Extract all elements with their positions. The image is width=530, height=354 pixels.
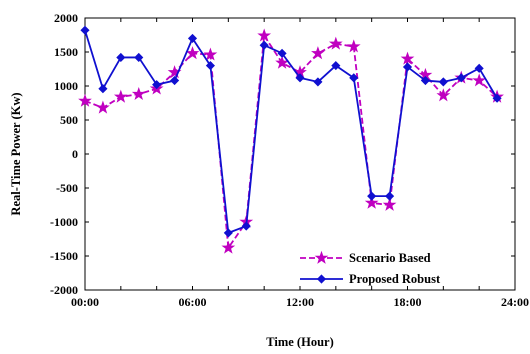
data-point-proposed-robust (170, 75, 180, 86)
y-axis-title: Real-Time Power (Kw) (9, 92, 23, 215)
data-point-proposed-robust (313, 77, 323, 87)
legend-label-proposed-robust: Proposed Robust (349, 272, 441, 286)
data-point-scenario-based (275, 55, 289, 69)
data-point-scenario-based (472, 73, 487, 87)
y-tick-label: 0 (72, 147, 78, 161)
data-point-proposed-robust (116, 52, 126, 63)
legend-swatch-marker (316, 274, 327, 284)
legend-entry-proposed-robust: Proposed Robust (300, 272, 441, 286)
y-tick-label: -500 (56, 181, 78, 195)
data-point-proposed-robust (277, 48, 287, 58)
plot-area (84, 17, 516, 291)
data-point-proposed-robust (80, 25, 90, 35)
data-point-scenario-based (328, 36, 343, 50)
x-tick-label: 12:00 (286, 295, 314, 309)
y-tick-label: -2000 (50, 283, 78, 297)
y-axis: 2000 1500 1000 500 0 -500 -1000 -1500 -2000 (50, 11, 515, 297)
data-point-scenario-based (257, 28, 272, 42)
data-point-proposed-robust (474, 63, 484, 73)
data-point-proposed-robust (385, 191, 395, 201)
data-point-proposed-robust (223, 228, 233, 238)
data-point-scenario-based (400, 51, 415, 65)
y-tick-label: 1500 (54, 45, 78, 59)
legend-swatch-marker (314, 250, 329, 264)
x-tick-label: 18:00 (394, 295, 422, 309)
data-point-scenario-based (203, 47, 218, 61)
data-point-scenario-based (131, 86, 146, 100)
legend: Scenario Based Proposed Robust (300, 250, 441, 286)
data-point-scenario-based (311, 46, 325, 60)
legend-label-scenario-based: Scenario Based (349, 251, 431, 265)
data-point-scenario-based (382, 197, 397, 211)
data-point-proposed-robust (456, 73, 466, 83)
x-axis-title: Time (Hour) (266, 335, 333, 349)
x-tick-label: 24:00 (501, 295, 529, 309)
y-tick-label: -1500 (50, 249, 78, 263)
data-point-proposed-robust (367, 191, 377, 201)
data-point-scenario-based (185, 46, 200, 60)
legend-entry-scenario-based: Scenario Based (300, 250, 431, 265)
data-point-scenario-based (78, 93, 92, 107)
data-point-proposed-robust (152, 80, 162, 90)
data-point-proposed-robust (420, 75, 430, 86)
x-tick-label: 06:00 (179, 295, 207, 309)
data-point-scenario-based (221, 240, 236, 254)
data-point-proposed-robust (492, 93, 502, 103)
data-point-proposed-robust (438, 77, 448, 87)
data-point-scenario-based (436, 88, 451, 102)
data-point-scenario-based (96, 100, 110, 114)
data-point-proposed-robust (205, 61, 215, 71)
data-point-proposed-robust (98, 84, 108, 94)
data-point-proposed-robust (259, 40, 269, 50)
data-point-scenario-based (346, 39, 361, 53)
x-axis: 00:00 06:00 12:00 18:00 24:00 (71, 18, 529, 309)
data-point-proposed-robust (241, 221, 251, 231)
data-point-scenario-based (364, 195, 379, 209)
data-point-proposed-robust (187, 33, 198, 43)
y-tick-label: 2000 (54, 11, 78, 25)
series-proposed-robust (80, 25, 502, 238)
data-point-proposed-robust (134, 52, 144, 63)
data-point-proposed-robust (331, 61, 341, 71)
y-tick-label: 500 (60, 113, 78, 127)
y-tick-label: -1000 (50, 215, 78, 229)
data-point-proposed-robust (349, 73, 359, 83)
data-point-scenario-based (113, 89, 128, 103)
data-point-proposed-robust (402, 62, 413, 72)
x-tick-label: 00:00 (71, 295, 99, 309)
y-tick-label: 1000 (54, 79, 78, 93)
data-point-proposed-robust (295, 73, 305, 83)
series-layer (78, 25, 504, 254)
